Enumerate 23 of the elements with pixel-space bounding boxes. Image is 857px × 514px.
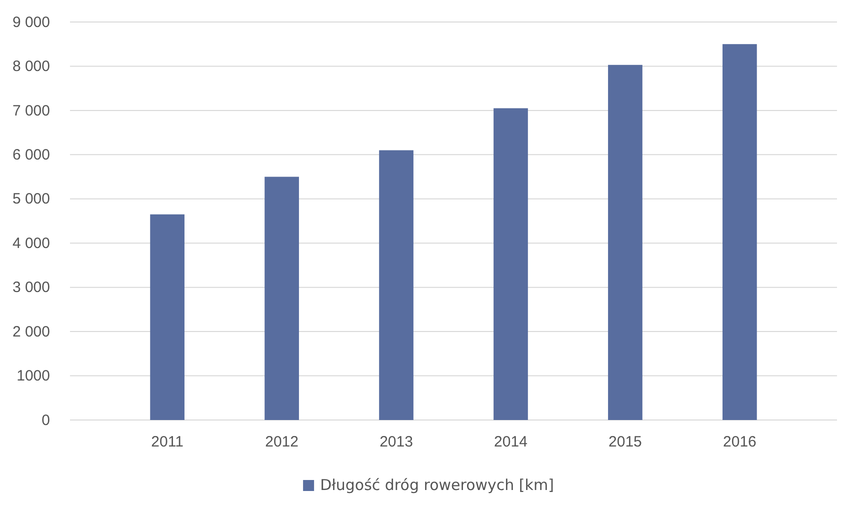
y-tick-label: 5 000 xyxy=(12,190,50,208)
y-tick-label: 8 000 xyxy=(12,58,50,76)
bar xyxy=(264,176,299,420)
bar xyxy=(494,108,528,420)
y-tick-label: 1000 xyxy=(16,368,50,385)
bar xyxy=(150,214,184,420)
y-tick-label: 2 000 xyxy=(12,323,50,340)
y-tick-label: 3 000 xyxy=(12,279,50,296)
x-tick-label: 2014 xyxy=(494,434,528,451)
bar xyxy=(608,64,642,420)
bar xyxy=(379,150,414,420)
x-tick-label: 2015 xyxy=(608,434,642,451)
x-tick-label: 2012 xyxy=(265,434,298,451)
x-tick-label: 2013 xyxy=(380,434,413,451)
legend-label: Długość dróg rowerowych [km] xyxy=(320,476,554,494)
y-tick-label: 7 000 xyxy=(12,102,50,120)
y-tick-label: 4 000 xyxy=(12,234,50,252)
y-tick-label: 6 000 xyxy=(12,146,50,164)
x-tick-label: 2011 xyxy=(151,434,184,451)
y-tick-label: 0 xyxy=(42,412,50,429)
bar xyxy=(722,44,757,420)
y-tick-label: 9 000 xyxy=(12,14,50,31)
x-tick-label: 2016 xyxy=(723,434,756,451)
